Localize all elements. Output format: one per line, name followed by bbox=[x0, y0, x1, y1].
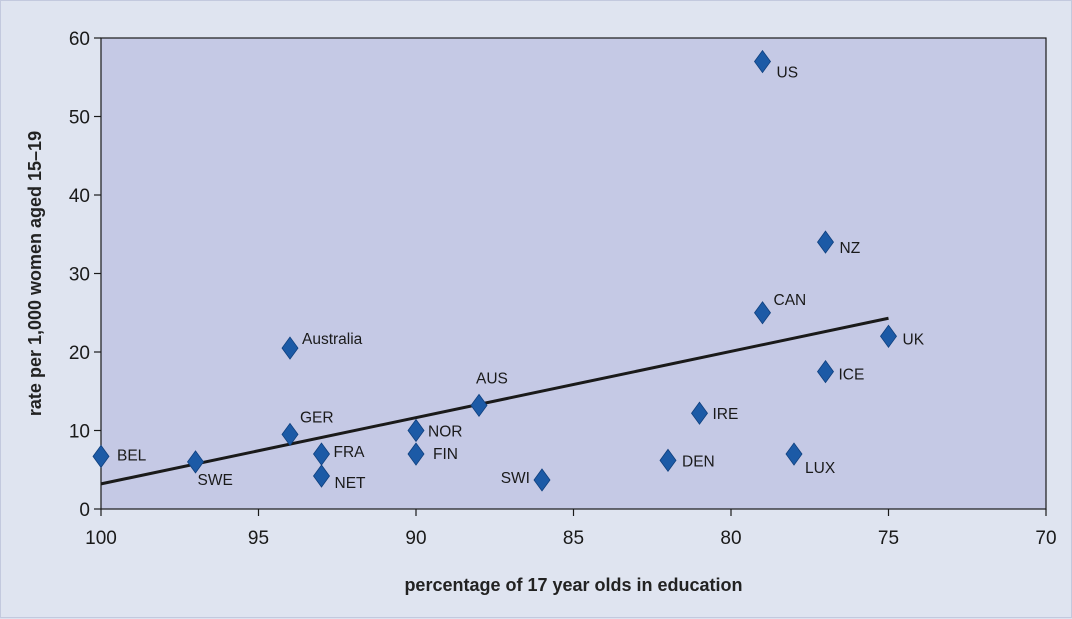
data-point-label: UK bbox=[903, 331, 925, 348]
data-point-marker bbox=[691, 401, 708, 425]
y-tick-label: 20 bbox=[69, 343, 90, 364]
data-point-label: SWE bbox=[198, 472, 233, 489]
plot-background bbox=[100, 37, 1047, 510]
y-tick-label: 30 bbox=[69, 265, 90, 286]
axes-group: 100 95 90 85 80 75 70 0 10 20 30 40 50 60 bbox=[69, 29, 1057, 549]
x-tick-label: 90 bbox=[405, 528, 426, 549]
data-point-marker bbox=[187, 450, 204, 474]
x-axis-title: percentage of 17 year olds in education bbox=[404, 575, 742, 595]
data-point-marker bbox=[659, 448, 677, 473]
data-point-label: GER bbox=[300, 409, 334, 426]
y-tick-label: 0 bbox=[79, 500, 90, 521]
data-point-label: SWI bbox=[501, 470, 530, 487]
data-point-label: NZ bbox=[840, 240, 861, 257]
data-point-marker bbox=[313, 464, 330, 488]
data-point-marker bbox=[407, 418, 425, 443]
data-point-marker bbox=[92, 444, 110, 469]
x-tick-label: 70 bbox=[1035, 528, 1056, 549]
data-point-marker bbox=[880, 324, 897, 348]
data-point-marker bbox=[533, 468, 551, 492]
data-point-marker bbox=[817, 359, 834, 384]
plot-area-group bbox=[100, 37, 1047, 510]
data-point-label: DEN bbox=[682, 453, 715, 470]
x-tick-label: 95 bbox=[248, 528, 269, 549]
data-point-label: US bbox=[777, 65, 799, 82]
y-axis-title: rate per 1,000 women aged 15–19 bbox=[25, 131, 45, 416]
y-tick-label: 60 bbox=[69, 29, 90, 50]
y-tick-label: 50 bbox=[69, 108, 90, 129]
data-point-marker bbox=[407, 442, 425, 466]
y-tick-label: 10 bbox=[69, 422, 90, 443]
data-point-label: FRA bbox=[334, 444, 366, 461]
data-point-label: AUS bbox=[476, 370, 508, 387]
data-point-marker bbox=[817, 230, 834, 254]
data-point-label: NOR bbox=[428, 424, 462, 441]
data-point-marker bbox=[785, 442, 803, 466]
data-point-marker bbox=[754, 49, 771, 74]
x-tick-label: 80 bbox=[720, 528, 741, 549]
data-point-label: FIN bbox=[433, 446, 458, 463]
data-point-label: IRE bbox=[713, 406, 739, 423]
x-tick-label: 75 bbox=[878, 528, 899, 549]
data-point-marker bbox=[281, 422, 299, 447]
trendline bbox=[100, 316, 889, 486]
x-tick-label: 100 bbox=[85, 528, 117, 549]
data-point-marker bbox=[470, 393, 488, 418]
data-point-marker bbox=[281, 336, 299, 360]
data-point-label: Australia bbox=[302, 331, 363, 348]
data-point-label: LUX bbox=[805, 460, 836, 477]
data-marks-group: US NZ CAN UK Australia ICE AUS IRE NOR GER FRA FIN B… bbox=[92, 49, 925, 492]
data-point-label: BEL bbox=[117, 447, 147, 464]
x-tick-label: 85 bbox=[563, 528, 584, 549]
data-point-marker bbox=[754, 301, 771, 325]
data-point-label: ICE bbox=[839, 367, 865, 384]
data-point-label: CAN bbox=[774, 292, 807, 309]
y-tick-label: 40 bbox=[69, 186, 90, 207]
data-point-label: NET bbox=[335, 475, 367, 492]
